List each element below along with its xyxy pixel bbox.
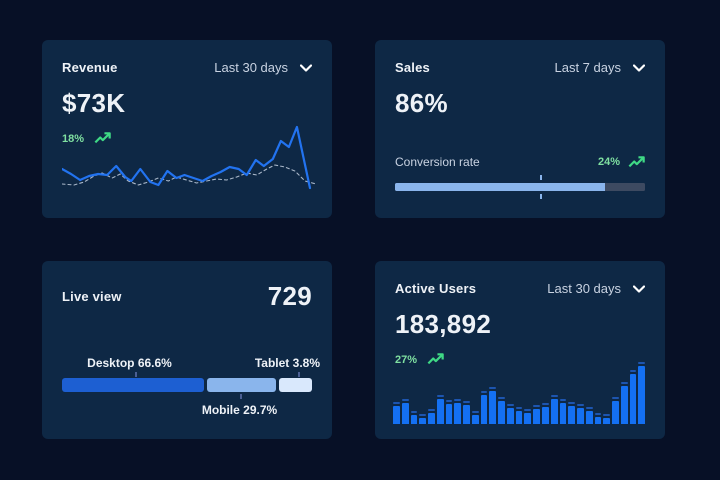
bar: [506, 403, 514, 424]
dashboard: Revenue Last 30 days $73K 18% Sales Last…: [42, 40, 665, 439]
progress-track: [395, 183, 645, 191]
revenue-line-chart: [62, 124, 316, 202]
mobile-segment-label: Mobile 29.7%: [201, 403, 278, 417]
tablet-segment: [279, 378, 312, 392]
bar: [445, 400, 453, 424]
bar: [620, 382, 628, 424]
bar: [515, 406, 523, 424]
trending-up-icon: [628, 155, 645, 167]
bar: [489, 387, 497, 424]
bar: [454, 398, 462, 424]
bar: [568, 401, 576, 424]
bar: [603, 414, 611, 424]
bar: [533, 405, 541, 424]
bar: [410, 410, 418, 424]
tablet-tick: [298, 372, 300, 377]
bar: [542, 402, 549, 424]
bar: [419, 414, 427, 424]
bar: [401, 398, 409, 424]
conversion-progress-bar: [395, 175, 645, 199]
trending-up-icon: [94, 132, 111, 144]
device-breakdown-chart: Desktop 66.6% Tablet 3.8% Mobile 29.7%: [62, 356, 320, 417]
bar: [612, 397, 619, 424]
chevron-down-icon: [633, 284, 645, 293]
progress-target-marker: [540, 194, 542, 199]
bar: [559, 398, 567, 424]
sales-value: 86%: [395, 88, 448, 118]
bar: [463, 401, 470, 424]
chevron-down-icon: [300, 63, 312, 72]
bar: [471, 410, 479, 424]
sales-title: Sales: [395, 60, 430, 75]
progress-fill: [395, 183, 605, 191]
sales-range-selector[interactable]: Last 7 days: [554, 60, 645, 75]
active-users-bar-chart: [393, 362, 646, 424]
active-users-range-label: Last 30 days: [547, 281, 621, 296]
tablet-segment-label: Tablet 3.8%: [254, 356, 320, 370]
active-users-delta: 27%: [395, 353, 418, 366]
desktop-tick: [134, 372, 137, 377]
bar: [638, 362, 646, 424]
bar: [480, 390, 488, 424]
sales-card: Sales Last 7 days 86% Conversion rate 24…: [375, 40, 665, 218]
sales-range-label: Last 7 days: [554, 60, 622, 75]
desktop-segment: [62, 378, 204, 392]
bar: [428, 408, 435, 424]
conversion-rate-label: Conversion rate: [395, 155, 480, 169]
mobile-tick: [239, 394, 242, 399]
revenue-range-selector[interactable]: Last 30 days: [214, 60, 312, 75]
trending-up-icon: [427, 353, 444, 365]
live-view-card: Live view 729 Desktop 66.6% Tablet 3.8% …: [42, 261, 332, 439]
revenue-title: Revenue: [62, 60, 118, 75]
revenue-card: Revenue Last 30 days $73K 18%: [42, 40, 332, 218]
conversion-delta: 24%: [597, 156, 620, 168]
bar: [550, 395, 558, 424]
revenue-range-label: Last 30 days: [214, 60, 288, 75]
bar: [629, 370, 637, 424]
desktop-segment-label: Desktop 66.6%: [87, 356, 172, 370]
bar: [585, 407, 593, 424]
stacked-bar: [62, 378, 312, 392]
revenue-value: $73K: [62, 88, 126, 118]
revenue-delta: 18%: [62, 132, 85, 145]
active-users-card: Active Users Last 30 days 183,892 27%: [375, 261, 665, 439]
active-users-title: Active Users: [395, 281, 477, 296]
bar: [436, 395, 444, 424]
active-users-range-selector[interactable]: Last 30 days: [547, 281, 645, 296]
bar: [594, 412, 602, 424]
active-users-value: 183,892: [395, 309, 492, 339]
progress-target-marker: [540, 175, 542, 180]
bar: [498, 396, 505, 424]
live-view-value: 729: [267, 281, 312, 311]
bar: [524, 408, 532, 424]
bar: [577, 403, 584, 424]
bar: [393, 401, 400, 424]
mobile-segment: [206, 378, 277, 392]
live-view-title: Live view: [62, 289, 122, 304]
chevron-down-icon: [633, 63, 645, 72]
